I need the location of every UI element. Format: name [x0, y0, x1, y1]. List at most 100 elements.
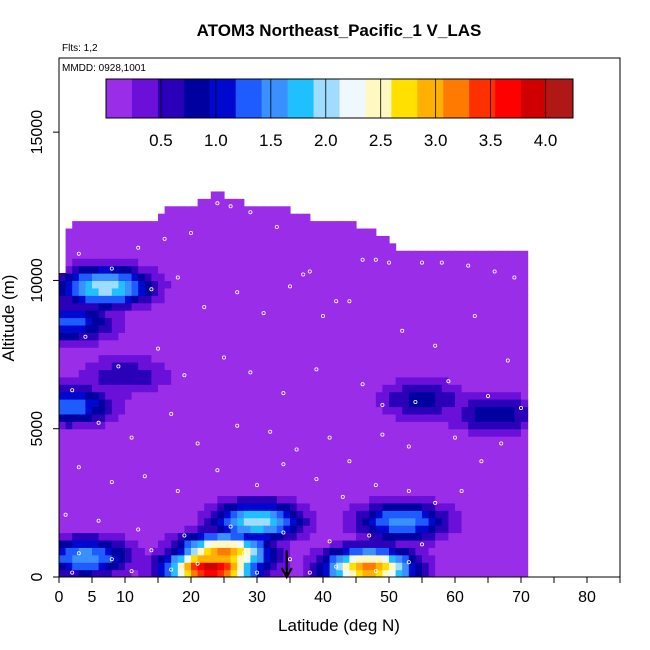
- heatmap-cell: [224, 569, 232, 577]
- heatmap-cell: [243, 554, 251, 563]
- heatmap-cell: [290, 317, 298, 326]
- heatmap-cell: [177, 391, 185, 400]
- heatmap-cell: [131, 458, 139, 467]
- heatmap-cell: [105, 443, 113, 452]
- heatmap-cell: [263, 413, 271, 422]
- heatmap-cell: [276, 547, 284, 556]
- heatmap-cell: [105, 384, 113, 393]
- plot-frame: [58, 57, 621, 578]
- heatmap-cell: [151, 302, 159, 311]
- heatmap-cell: [125, 539, 133, 548]
- heatmap-cell: [111, 465, 119, 474]
- heatmap-cell: [72, 250, 80, 259]
- heatmap-cell: [375, 413, 383, 422]
- heatmap-cell: [514, 384, 522, 393]
- heatmap-cell: [481, 273, 489, 282]
- observation-point: [162, 236, 167, 241]
- heatmap-cell: [415, 428, 423, 437]
- heatmap-cell: [494, 347, 502, 356]
- heatmap-cell: [85, 517, 93, 526]
- heatmap-cell: [270, 258, 278, 267]
- heatmap-cell: [257, 539, 265, 548]
- heatmap-cell: [349, 473, 357, 482]
- heatmap-cell: [92, 495, 100, 504]
- heatmap-cell: [342, 443, 350, 452]
- heatmap-cell: [323, 361, 331, 370]
- heatmap-cell: [402, 347, 410, 356]
- heatmap-cell: [151, 413, 159, 422]
- heatmap-cell: [408, 258, 416, 267]
- heatmap-cell: [481, 280, 489, 289]
- heatmap-cell: [270, 295, 278, 304]
- heatmap-cell: [461, 413, 469, 422]
- heatmap-cell: [349, 458, 357, 467]
- heatmap-cell: [177, 473, 185, 482]
- heatmap-cell: [105, 517, 113, 526]
- heatmap-cell: [138, 258, 146, 267]
- heatmap-cell: [349, 495, 357, 504]
- heatmap-cell: [72, 421, 80, 430]
- heatmap-cell: [184, 488, 192, 497]
- heatmap-cell: [118, 525, 126, 534]
- heatmap-cell: [316, 525, 324, 534]
- heatmap-cell: [164, 562, 172, 571]
- heatmap-cell: [422, 324, 430, 333]
- heatmap-cell: [507, 554, 515, 563]
- observation-point: [360, 257, 365, 262]
- heatmap-cell: [59, 384, 67, 393]
- observation-point: [485, 394, 490, 399]
- heatmap-cell: [455, 406, 463, 415]
- heatmap-cell: [111, 547, 119, 556]
- heatmap-cell: [250, 458, 258, 467]
- heatmap-cell: [501, 562, 509, 571]
- heatmap-cell: [455, 443, 463, 452]
- heatmap-cell: [448, 250, 456, 259]
- heatmap-cell: [395, 458, 403, 467]
- heatmap-cell: [336, 539, 344, 548]
- heatmap-cell: [481, 532, 489, 541]
- heatmap-cell: [501, 547, 509, 556]
- heatmap-cell: [441, 369, 449, 378]
- heatmap-cell: [72, 302, 80, 311]
- heatmap-cell: [323, 547, 331, 556]
- heatmap-cell: [428, 384, 436, 393]
- heatmap-cell: [243, 547, 251, 556]
- heatmap-cell: [395, 569, 403, 577]
- heatmap-cell: [521, 250, 529, 259]
- heatmap-cell: [514, 495, 522, 504]
- heatmap-cell: [296, 554, 304, 563]
- heatmap-cell: [362, 258, 370, 267]
- heatmap-cell: [250, 391, 258, 400]
- heatmap-cell: [131, 406, 139, 415]
- heatmap-cell: [362, 376, 370, 385]
- heatmap-cell: [303, 250, 311, 259]
- heatmap-cell: [151, 525, 159, 534]
- heatmap-cell: [329, 406, 337, 415]
- heatmap-cell: [78, 332, 86, 341]
- heatmap-cell: [316, 562, 324, 571]
- heatmap-cell: [276, 428, 284, 437]
- heatmap-cell: [375, 310, 383, 319]
- observation-point: [70, 388, 75, 393]
- heatmap-cell: [415, 547, 423, 556]
- heatmap-cell: [514, 287, 522, 296]
- heatmap-cell: [468, 347, 476, 356]
- heatmap-cell: [501, 488, 509, 497]
- heatmap-cell: [270, 280, 278, 289]
- heatmap-cell: [138, 569, 146, 577]
- heatmap-cell: [415, 554, 423, 563]
- colorbar-swatch: [495, 79, 522, 118]
- heatmap-cell: [151, 488, 159, 497]
- heatmap-cell: [435, 539, 443, 548]
- heatmap-cell: [375, 450, 383, 459]
- heatmap-cell: [111, 339, 119, 348]
- heatmap-cell: [276, 421, 284, 430]
- heatmap-cell: [164, 399, 172, 408]
- heatmap-cell: [342, 554, 350, 563]
- heatmap-cell: [224, 517, 232, 526]
- heatmap-cell: [151, 436, 159, 445]
- heatmap-cell: [78, 354, 86, 363]
- observation-point: [492, 269, 497, 274]
- heatmap-cell: [72, 488, 80, 497]
- heatmap-cell: [131, 228, 139, 237]
